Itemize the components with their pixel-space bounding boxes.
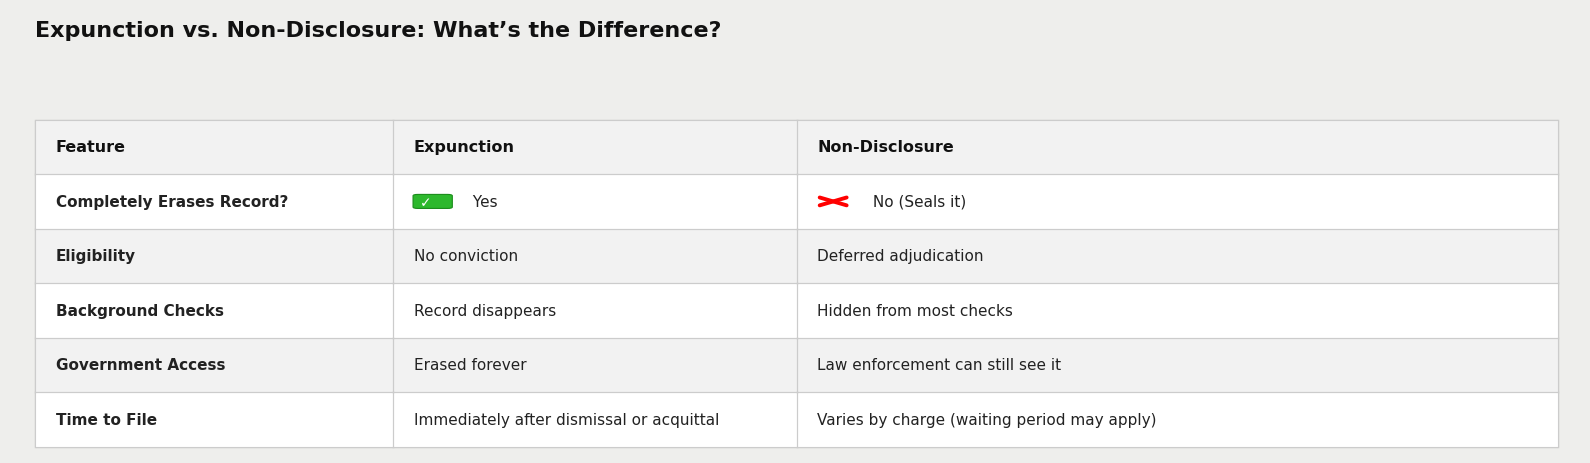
Text: Feature: Feature (56, 140, 126, 155)
Text: ✓: ✓ (420, 195, 431, 209)
Text: Hidden from most checks: Hidden from most checks (817, 303, 1013, 318)
Text: Background Checks: Background Checks (56, 303, 224, 318)
Bar (393, 283, 797, 338)
Bar (35, 120, 1558, 447)
Bar (393, 338, 797, 392)
Text: Varies by charge (waiting period may apply): Varies by charge (waiting period may app… (817, 412, 1158, 427)
Bar (35, 120, 393, 175)
Text: Non-Disclosure: Non-Disclosure (817, 140, 954, 155)
Bar (797, 229, 1558, 283)
Text: No (Seals it): No (Seals it) (868, 194, 967, 209)
Text: Expunction vs. Non-Disclosure: What’s the Difference?: Expunction vs. Non-Disclosure: What’s th… (35, 21, 722, 41)
Bar (797, 175, 1558, 229)
Text: Expunction: Expunction (413, 140, 515, 155)
FancyBboxPatch shape (413, 195, 452, 209)
Text: Completely Erases Record?: Completely Erases Record? (56, 194, 288, 209)
Text: Law enforcement can still see it: Law enforcement can still see it (817, 358, 1062, 373)
Text: Yes: Yes (467, 194, 498, 209)
Bar (35, 392, 393, 447)
Text: Immediately after dismissal or acquittal: Immediately after dismissal or acquittal (413, 412, 719, 427)
Bar (35, 175, 393, 229)
Text: No conviction: No conviction (413, 249, 518, 264)
Bar (393, 120, 797, 175)
Bar (35, 283, 393, 338)
Text: Government Access: Government Access (56, 358, 226, 373)
Bar (797, 120, 1558, 175)
Text: Record disappears: Record disappears (413, 303, 556, 318)
Bar (393, 392, 797, 447)
Bar (797, 392, 1558, 447)
Text: Deferred adjudication: Deferred adjudication (817, 249, 984, 264)
Bar (797, 283, 1558, 338)
Bar (797, 338, 1558, 392)
Text: Time to File: Time to File (56, 412, 157, 427)
Bar (393, 229, 797, 283)
Bar (35, 338, 393, 392)
Bar (35, 229, 393, 283)
Text: Eligibility: Eligibility (56, 249, 135, 264)
Text: Erased forever: Erased forever (413, 358, 526, 373)
Bar (393, 175, 797, 229)
